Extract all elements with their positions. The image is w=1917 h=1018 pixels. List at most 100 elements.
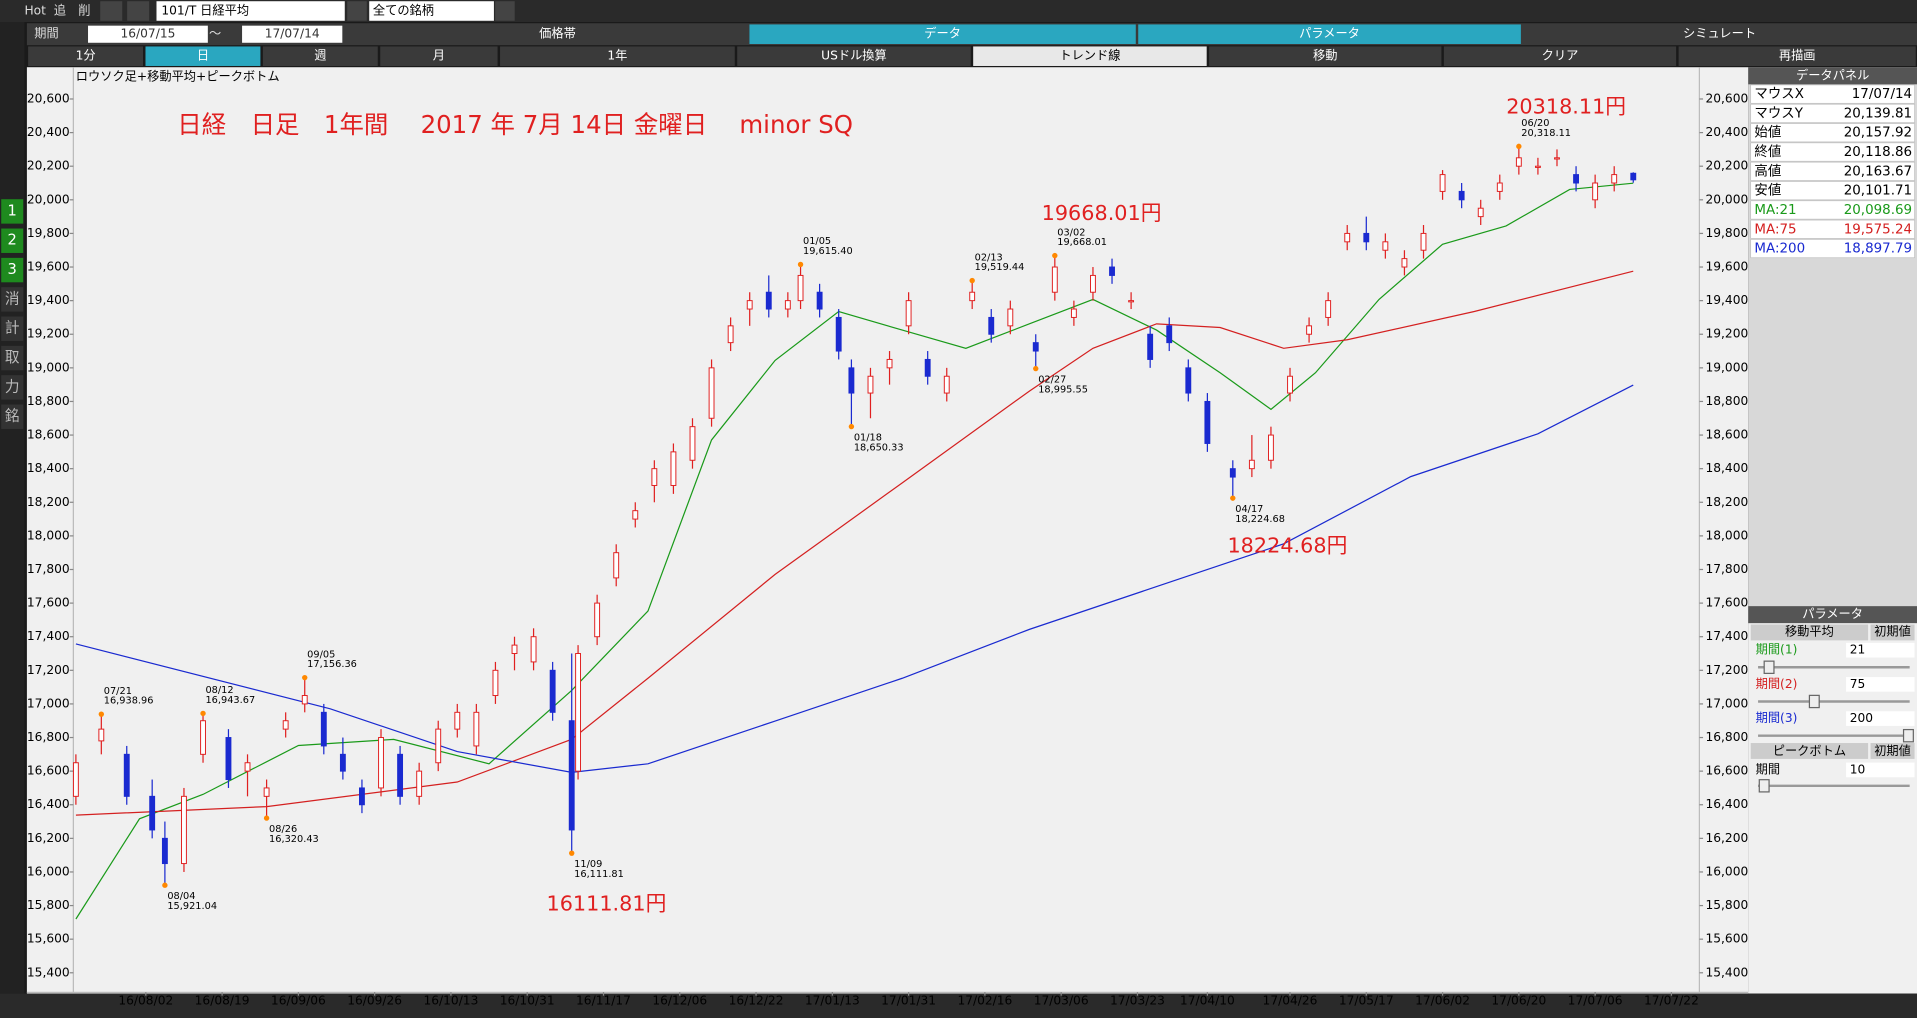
- candle-body: [1306, 325, 1313, 335]
- sidebar-button[interactable]: [1, 199, 24, 224]
- candle-body: [301, 695, 308, 705]
- y-tick-label: 16,000: [27, 864, 70, 878]
- from-box[interactable]: [88, 25, 208, 43]
- y-tick-label: 18,400: [1705, 461, 1748, 475]
- range-label: 1分: [76, 49, 96, 63]
- peak-value: 16,943.67: [205, 695, 255, 706]
- slider-knob[interactable]: [1758, 779, 1770, 793]
- sidebar-button[interactable]: [1, 404, 24, 429]
- param-input[interactable]: [1846, 762, 1915, 778]
- y-tick-label: 16,200: [1705, 831, 1748, 845]
- data-row-value: 18,897.79: [1844, 242, 1912, 257]
- range-button[interactable]: [500, 46, 735, 66]
- to-box[interactable]: [242, 25, 343, 43]
- data-row-label: 終値: [1754, 144, 1781, 160]
- sidebar-label: 2: [8, 232, 17, 249]
- range-button[interactable]: [973, 46, 1207, 66]
- dropdown[interactable]: [495, 1, 515, 21]
- candle-body: [943, 375, 950, 394]
- peak-dot: [200, 710, 206, 717]
- prev-button[interactable]: [100, 1, 123, 21]
- y-tick-label: 17,800: [1705, 562, 1748, 576]
- y-tick-label: 15,400: [27, 965, 70, 979]
- chart-title: 日経 日足 1年間 2017 年 7月 14日 金曜日 minor SQ: [177, 110, 853, 139]
- param-input[interactable]: [1846, 677, 1915, 692]
- default-button[interactable]: [1870, 624, 1915, 641]
- sidebar-button[interactable]: [1, 316, 24, 341]
- tab[interactable]: [749, 24, 1136, 44]
- tab[interactable]: [367, 24, 747, 44]
- slider-knob[interactable]: [1763, 660, 1775, 674]
- y-tick-label: 17,200: [27, 663, 70, 677]
- y-tick-label: 15,600: [27, 932, 70, 946]
- range-button[interactable]: [262, 46, 378, 66]
- sidebar-button[interactable]: [1, 228, 24, 253]
- candle-body: [1420, 232, 1427, 251]
- candle-body: [1611, 174, 1618, 184]
- candle-body: [1032, 342, 1039, 352]
- sidebar-button[interactable]: [1, 257, 24, 283]
- peak-dot: [162, 882, 168, 888]
- sidebar-label: 消: [5, 290, 20, 307]
- peak-value: 16,320.43: [269, 834, 319, 845]
- data-row-value: 20,163.67: [1844, 164, 1912, 179]
- peak-dot: [1230, 495, 1236, 501]
- x-tick-label: 17/03/23: [1110, 993, 1165, 1007]
- param-input[interactable]: [1846, 711, 1915, 726]
- x-tick-label: 17/06/02: [1415, 993, 1470, 1007]
- peak-dot: [1052, 252, 1058, 259]
- slider-knob[interactable]: [1902, 728, 1914, 743]
- market-box[interactable]: [369, 1, 494, 21]
- peak-value: 18,650.33: [854, 442, 904, 453]
- range-button[interactable]: [28, 46, 144, 66]
- param-label: 期間: [1756, 762, 1780, 776]
- y-tick-label: 20,000: [1705, 192, 1748, 206]
- range-label: 週: [314, 49, 326, 63]
- candle-body: [397, 753, 404, 797]
- candle-body: [988, 316, 995, 335]
- delete-button[interactable]: 削: [78, 4, 90, 18]
- x-tick-label: 17/07/22: [1644, 993, 1699, 1007]
- peak-dot: [848, 423, 855, 430]
- data-row-label: MA:21: [1754, 203, 1796, 218]
- next-button[interactable]: [127, 1, 150, 21]
- param-input[interactable]: [1846, 642, 1915, 658]
- candle-body: [905, 300, 912, 327]
- range-button[interactable]: [1209, 46, 1442, 66]
- candle-body: [320, 711, 327, 747]
- default-button[interactable]: [1870, 743, 1915, 759]
- candle-body: [1109, 266, 1115, 276]
- tilde: ～: [209, 27, 221, 41]
- y-tick-label: 18,000: [1705, 528, 1748, 542]
- symbol-box[interactable]: [156, 1, 345, 21]
- y-tick-label: 19,200: [1705, 327, 1748, 341]
- add-button[interactable]: 追: [54, 3, 66, 18]
- y-tick-label: 16,400: [27, 797, 70, 811]
- range-label: クリア: [1542, 49, 1579, 63]
- sidebar-button[interactable]: [1, 287, 24, 312]
- candle-body: [149, 795, 156, 831]
- y-tick-label: 18,600: [1705, 428, 1748, 442]
- annotation: 20318.11円: [1506, 95, 1626, 119]
- y-tick-label: 19,400: [27, 293, 70, 307]
- tab[interactable]: [1138, 24, 1521, 44]
- dropdown[interactable]: [347, 1, 367, 21]
- sidebar-button[interactable]: [1, 375, 24, 400]
- data-row-value: 20,098.69: [1844, 203, 1912, 218]
- peak-date: 08/12: [205, 685, 233, 696]
- slider-knob[interactable]: [1808, 694, 1820, 709]
- peak-date: 02/27: [1038, 375, 1066, 386]
- hot-button[interactable]: Hot: [24, 4, 46, 18]
- range-button[interactable]: [1678, 46, 1916, 66]
- range-button[interactable]: [145, 46, 261, 66]
- y-tick-label: 20,400: [1705, 125, 1748, 139]
- tab[interactable]: [1523, 24, 1916, 44]
- candle-body: [1229, 468, 1236, 478]
- sidebar-button[interactable]: [1, 345, 24, 371]
- range-button[interactable]: [380, 46, 498, 66]
- range-button[interactable]: [1443, 46, 1677, 66]
- range-button[interactable]: [737, 46, 971, 66]
- candle-body: [378, 737, 384, 789]
- x-tick-label: 16/10/13: [423, 993, 478, 1007]
- candle-body: [816, 291, 823, 310]
